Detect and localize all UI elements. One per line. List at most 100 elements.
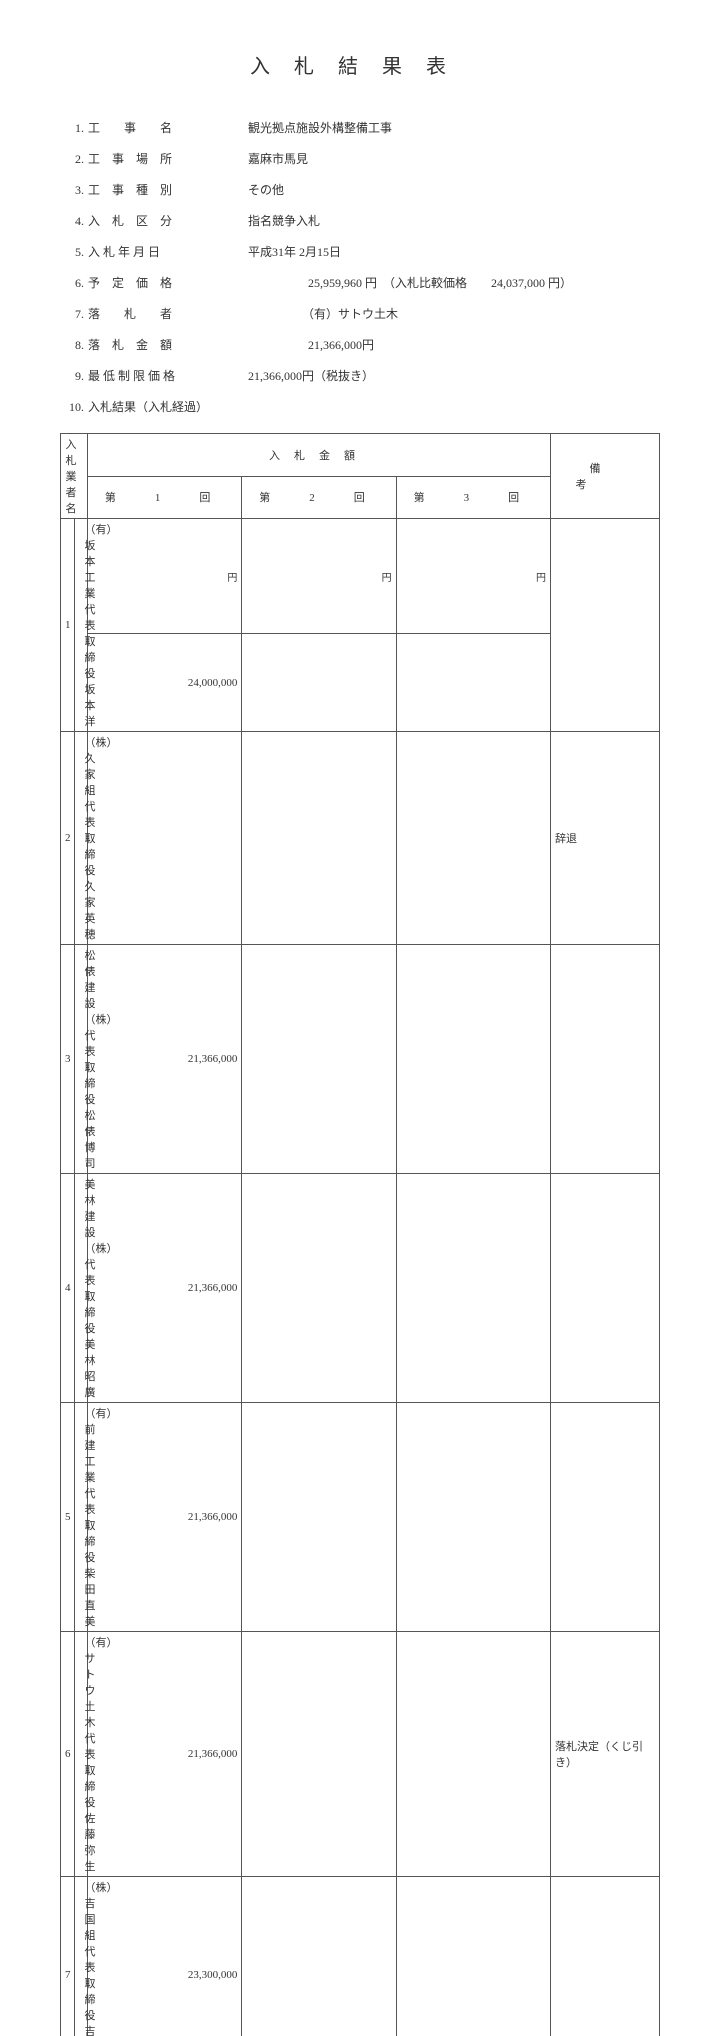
bidder-cell: （有）サトウ土木代表取締役 佐藤 弥生 bbox=[74, 1632, 88, 1877]
info-value: その他 bbox=[248, 181, 660, 198]
bidder-line1: 松俵建設（株） bbox=[79, 947, 85, 1027]
info-label: 工 事 場 所 bbox=[84, 150, 248, 167]
info-row: 3.工 事 種 別その他 bbox=[60, 181, 660, 198]
info-list: 1.工 事 名観光拠点施設外構整備工事 2.工 事 場 所嘉麻市馬見 3.工 事 種… bbox=[60, 119, 660, 415]
info-value: （有）サトウ土木 bbox=[248, 305, 660, 322]
info-row: 10.入札結果（入札経過） bbox=[60, 398, 660, 415]
info-value: 指名競争入札 bbox=[248, 212, 660, 229]
info-num: 10. bbox=[60, 400, 84, 415]
bidder-line2: 代表取締役 美林昭廣 bbox=[79, 1256, 85, 1400]
info-value: 平成31年 2月15日 bbox=[248, 243, 660, 260]
amount-2 bbox=[242, 1632, 396, 1877]
info-label: 最 低 制 限 価 格 bbox=[84, 367, 248, 384]
bidder-cell: （株）吉国組代表取締役 吉國 信 bbox=[74, 1877, 88, 2036]
row-num: 4 bbox=[61, 1174, 75, 1403]
bidder-line2: 代表取締役 松俵 博司 bbox=[79, 1027, 85, 1171]
info-label: 工 事 名 bbox=[84, 119, 248, 136]
info-value: 21,366,000円（税抜き） bbox=[248, 367, 660, 384]
amount-3 bbox=[396, 1877, 550, 2036]
row-num: 7 bbox=[61, 1877, 75, 2036]
info-row: 9.最 低 制 限 価 格21,366,000円（税抜き） bbox=[60, 367, 660, 384]
bidder-cell: 美林建設（株）代表取締役 美林昭廣 bbox=[74, 1174, 88, 1403]
bidder-line1: （株）吉国組 bbox=[79, 1879, 85, 1943]
page: 入札結果表 1.工 事 名観光拠点施設外構整備工事 2.工 事 場 所嘉麻市馬見 3… bbox=[0, 0, 720, 2036]
info-label: 入 札 年 月 日 bbox=[84, 243, 248, 260]
info-label: 予 定 価 格 bbox=[84, 274, 248, 291]
th-bidder: 入札業者名 bbox=[61, 434, 88, 519]
amount-2 bbox=[242, 1403, 396, 1632]
info-num: 8. bbox=[60, 338, 84, 353]
amount-2 bbox=[242, 634, 396, 732]
info-row: 2.工 事 場 所嘉麻市馬見 bbox=[60, 150, 660, 167]
amount-1 bbox=[88, 732, 242, 945]
table-row: 7（株）吉国組代表取締役 吉國 信23,300,000 bbox=[61, 1877, 660, 2036]
amount-3 bbox=[396, 732, 550, 945]
bidder-line2: 代表取締役 坂本 洋 bbox=[79, 601, 85, 729]
info-num: 3. bbox=[60, 183, 84, 198]
remark-cell: 落札決定（くじ引き） bbox=[551, 1632, 660, 1877]
amount-3 bbox=[396, 1403, 550, 1632]
bidder-cell: （有）前建工業代表取締役 柴田 直美 bbox=[74, 1403, 88, 1632]
yen-unit: 円 bbox=[242, 519, 396, 634]
th-amount-group: 入札金額 bbox=[88, 434, 551, 477]
amount-2 bbox=[242, 945, 396, 1174]
info-num: 5. bbox=[60, 245, 84, 260]
info-value: 21,366,000円 bbox=[248, 336, 660, 353]
info-num: 2. bbox=[60, 152, 84, 167]
info-label: 入札結果（入札経過） bbox=[84, 398, 248, 415]
info-value: 観光拠点施設外構整備工事 bbox=[248, 119, 660, 136]
remark-cell bbox=[551, 945, 660, 1174]
amount-1: 21,366,000 bbox=[88, 1174, 242, 1403]
amount-1: 21,366,000 bbox=[88, 945, 242, 1174]
bidder-cell: （株）久家組代表取締役 久家 英穂 bbox=[74, 732, 88, 945]
amount-3 bbox=[396, 1632, 550, 1877]
info-num: 6. bbox=[60, 276, 84, 291]
info-num: 4. bbox=[60, 214, 84, 229]
info-num: 1. bbox=[60, 121, 84, 136]
info-row: 4.入 札 区 分指名競争入札 bbox=[60, 212, 660, 229]
info-value: 25,959,960 円 （入札比較価格 24,037,000 円） bbox=[248, 274, 660, 291]
amount-3 bbox=[396, 945, 550, 1174]
row-num: 5 bbox=[61, 1403, 75, 1632]
row-num: 6 bbox=[61, 1632, 75, 1877]
bidder-line2: 代表取締役 吉國 信 bbox=[79, 1943, 85, 2036]
th-round3: 第 3 回 bbox=[396, 476, 550, 519]
amount-1: 24,000,000 bbox=[88, 634, 242, 732]
th-remark: 備考 bbox=[551, 434, 660, 519]
bidder-line1: （有）前建工業 bbox=[79, 1405, 85, 1485]
yen-unit: 円 bbox=[396, 519, 550, 634]
table-row: 2（株）久家組代表取締役 久家 英穂辞退 bbox=[61, 732, 660, 945]
amount-2 bbox=[242, 1174, 396, 1403]
info-label: 落 札 金 額 bbox=[84, 336, 248, 353]
bidder-line2: 代表取締役 久家 英穂 bbox=[79, 798, 85, 942]
amount-2 bbox=[242, 1877, 396, 2036]
remark-cell bbox=[551, 519, 660, 732]
bidder-cell: （有）坂本工業代表取締役 坂本 洋 bbox=[74, 519, 88, 732]
table-row: 3松俵建設（株）代表取締役 松俵 博司21,366,000 bbox=[61, 945, 660, 1174]
info-row: 5.入 札 年 月 日平成31年 2月15日 bbox=[60, 243, 660, 260]
info-row: 6.予 定 価 格25,959,960 円 （入札比較価格 24,037,000… bbox=[60, 274, 660, 291]
doc-title: 入札結果表 bbox=[60, 50, 660, 79]
info-row: 1.工 事 名観光拠点施設外構整備工事 bbox=[60, 119, 660, 136]
amount-3 bbox=[396, 1174, 550, 1403]
remark-cell bbox=[551, 1877, 660, 2036]
amount-3 bbox=[396, 634, 550, 732]
bidder-line1: （有）坂本工業 bbox=[79, 521, 85, 601]
bid-tbody: 1（有）坂本工業代表取締役 坂本 洋円円円24,000,0002（株）久家組代表… bbox=[61, 519, 660, 2036]
info-row: 8.落 札 金 額21,366,000円 bbox=[60, 336, 660, 353]
info-row: 7.落 札 者（有）サトウ土木 bbox=[60, 305, 660, 322]
info-label: 落 札 者 bbox=[84, 305, 248, 322]
bidder-line2: 代表取締役 柴田 直美 bbox=[79, 1485, 85, 1629]
th-round2: 第 2 回 bbox=[242, 476, 396, 519]
amount-1: 21,366,000 bbox=[88, 1403, 242, 1632]
amount-1: 21,366,000 bbox=[88, 1632, 242, 1877]
bidder-line1: （株）久家組 bbox=[79, 734, 85, 798]
info-num: 9. bbox=[60, 369, 84, 384]
info-label: 工 事 種 別 bbox=[84, 181, 248, 198]
info-label: 入 札 区 分 bbox=[84, 212, 248, 229]
bid-table: 入札業者名 入札金額 備考 第 1 回 第 2 回 第 3 回 1（有）坂本工業… bbox=[60, 433, 660, 2036]
remark-cell: 辞退 bbox=[551, 732, 660, 945]
remark-cell bbox=[551, 1174, 660, 1403]
row-num: 1 bbox=[61, 519, 75, 732]
bidder-line2: 代表取締役 佐藤 弥生 bbox=[79, 1730, 85, 1874]
